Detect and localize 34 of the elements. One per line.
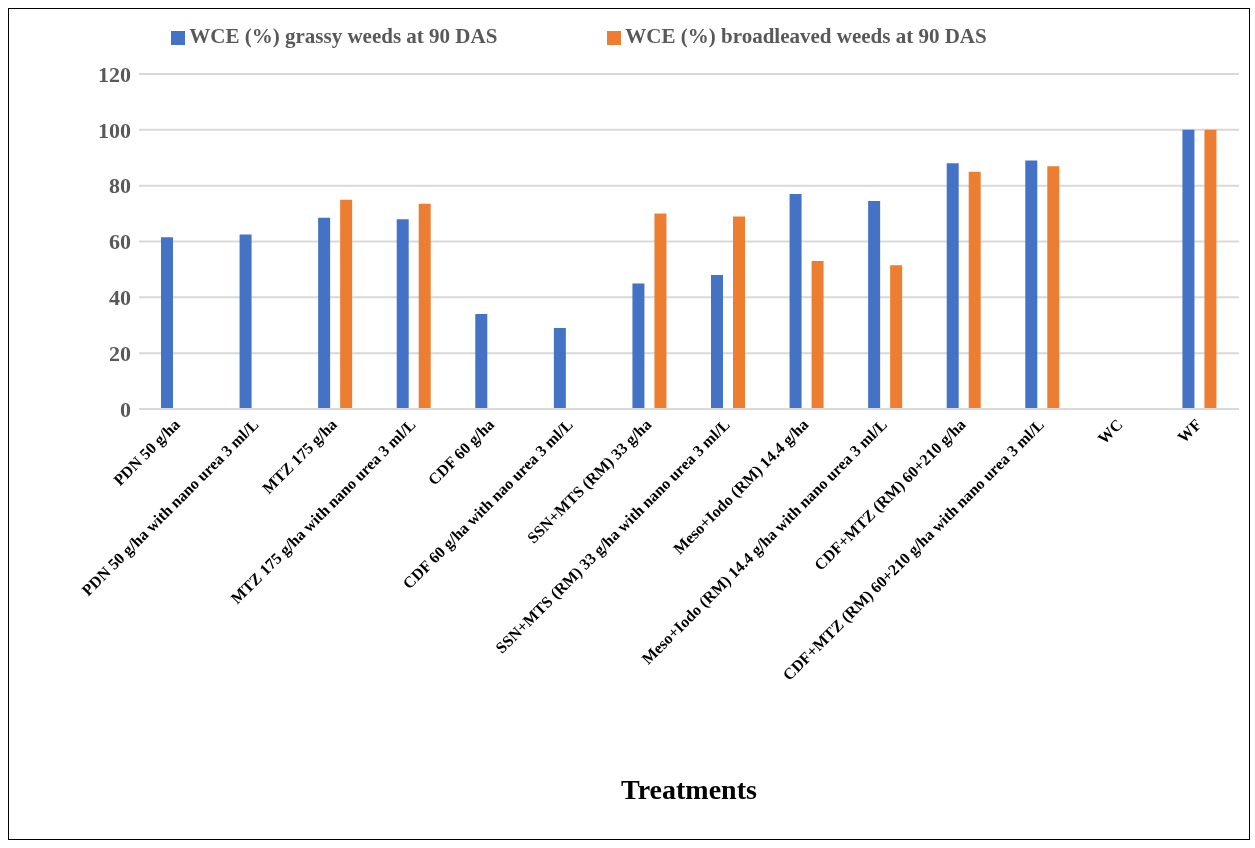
bar xyxy=(553,328,566,409)
bar xyxy=(868,201,881,409)
bar xyxy=(1025,160,1038,409)
bar xyxy=(733,216,745,409)
bar xyxy=(654,213,667,409)
bar xyxy=(1204,129,1217,409)
bar xyxy=(890,265,903,409)
y-tick-label: 60 xyxy=(109,229,131,255)
y-tick-label: 80 xyxy=(109,173,131,199)
bar xyxy=(340,199,353,409)
bar xyxy=(239,234,252,409)
bar xyxy=(1047,166,1060,409)
y-tick-label: 40 xyxy=(109,285,131,311)
bar xyxy=(968,171,981,409)
bar xyxy=(946,163,959,409)
bar xyxy=(318,217,331,409)
bar xyxy=(789,194,802,409)
y-tick-label: 100 xyxy=(98,117,131,143)
x-tick-label: WF xyxy=(1174,415,1205,446)
y-tick-label: 20 xyxy=(109,340,131,366)
legend-label: WCE (%) grassy weeds at 90 DAS xyxy=(189,24,498,48)
legend-label: WCE (%) broadleaved weeds at 90 DAS xyxy=(625,24,987,48)
bar xyxy=(396,219,409,409)
y-tick-label: 120 xyxy=(98,61,131,87)
bar xyxy=(161,237,173,409)
x-tick-label: WC xyxy=(1094,415,1126,448)
bar xyxy=(418,203,431,409)
bar xyxy=(711,275,723,409)
y-tick-label: 0 xyxy=(120,396,131,422)
bar xyxy=(475,314,488,409)
bar xyxy=(632,283,645,409)
x-axis-title: Treatments xyxy=(621,774,758,805)
bar xyxy=(811,261,824,409)
bar xyxy=(1182,129,1195,409)
